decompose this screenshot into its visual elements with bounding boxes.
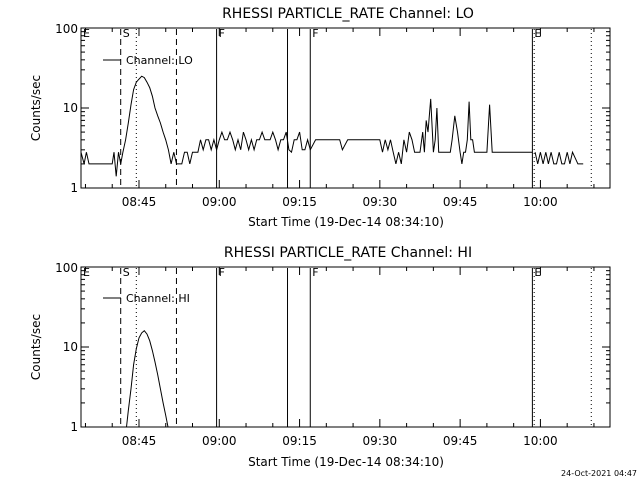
- marker-label-e-7: E: [534, 266, 541, 279]
- panel-channel-lo: RHESSI PARTICLE_RATE Channel: LO Counts/…: [29, 6, 611, 229]
- marker-label-e-0: E: [83, 266, 90, 279]
- panel-hi-ylabel: Counts/sec: [29, 314, 43, 380]
- x-tick-label-0900: 09:00: [202, 195, 237, 209]
- marker-label-s-1: S: [123, 266, 130, 279]
- panel-channel-hi: RHESSI PARTICLE_RATE Channel: HI Counts/…: [29, 245, 611, 469]
- x-tick-label-0945: 09:45: [443, 434, 478, 448]
- x-tick-label-0930: 09:30: [363, 195, 398, 209]
- y-tick-label-1: 1: [70, 181, 78, 195]
- y-tick-label-100: 100: [55, 22, 78, 36]
- series-line-0-segment-1: [534, 150, 584, 165]
- footer-timestamp: 24-Oct-2021 04:47: [561, 469, 637, 478]
- panel-lo-title: RHESSI PARTICLE_RATE Channel: LO: [222, 6, 474, 22]
- panel-lo-ylabel: Counts/sec: [29, 75, 43, 141]
- y-tick-label-1: 1: [70, 420, 78, 434]
- x-tick-label-1000: 10:00: [523, 434, 558, 448]
- panel-lo-xlabel: Start Time (19-Dec-14 08:34:10): [248, 215, 444, 229]
- marker-label-s-1: S: [123, 27, 130, 40]
- x-tick-label-0930: 09:30: [363, 434, 398, 448]
- series-line-0-segment-0: [80, 75, 533, 177]
- x-tick-label-0915: 09:15: [282, 195, 317, 209]
- x-tick-label-0915: 09:15: [282, 434, 317, 448]
- y-tick-label-10: 10: [63, 340, 78, 354]
- marker-label-f-6: F: [312, 27, 318, 40]
- series-line-0-segment-0: [126, 329, 169, 428]
- x-tick-label-1000: 10:00: [523, 195, 558, 209]
- panel-hi-title: RHESSI PARTICLE_RATE Channel: HI: [224, 245, 472, 261]
- x-tick-label-0845: 08:45: [122, 195, 157, 209]
- marker-label-e-7: E: [534, 27, 541, 40]
- marker-label-f-4: F: [219, 27, 225, 40]
- panel-hi-legend-label: Channel: HI: [126, 292, 190, 305]
- y-tick-label-100: 100: [55, 261, 78, 275]
- marker-label-e-0: E: [83, 27, 90, 40]
- marker-label-f-6: F: [312, 266, 318, 279]
- panel-hi-xlabel: Start Time (19-Dec-14 08:34:10): [248, 455, 444, 469]
- x-tick-label-0845: 08:45: [122, 434, 157, 448]
- x-tick-label-0900: 09:00: [202, 434, 237, 448]
- marker-label-f-4: F: [219, 266, 225, 279]
- y-tick-label-10: 10: [63, 101, 78, 115]
- x-tick-label-0945: 09:45: [443, 195, 478, 209]
